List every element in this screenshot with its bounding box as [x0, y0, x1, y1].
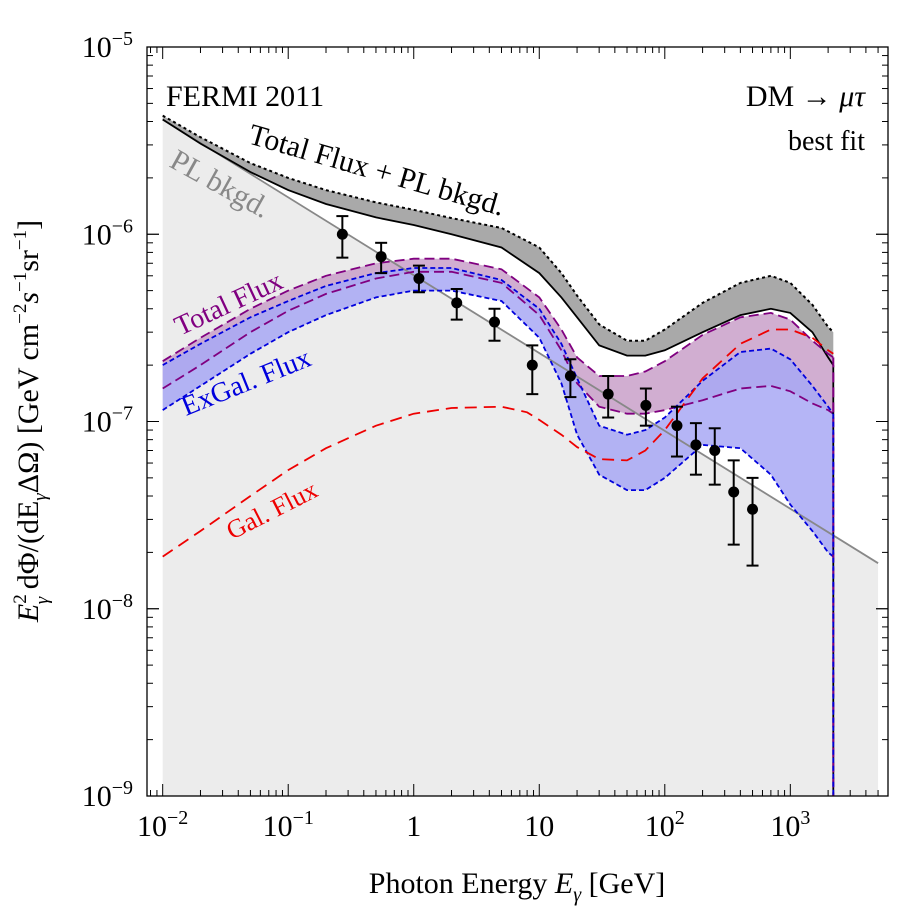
data-point — [728, 486, 740, 498]
exgal-flux-upper-line — [162, 267, 835, 436]
total-flux-band — [162, 258, 834, 414]
data-point — [640, 399, 652, 411]
y-tick-label: 10−5 — [82, 28, 133, 64]
total-flux-lower-line — [162, 270, 834, 415]
y-axis-title: E2γ dΦ/(dEγΔΩ) [GeV cm−2s−1sr−1] — [10, 220, 53, 623]
data-point — [602, 388, 614, 400]
data-point — [489, 316, 501, 328]
axis-ticks — [147, 46, 889, 797]
pl-bkg-line — [162, 118, 879, 564]
data-point — [709, 445, 721, 457]
channel-label: DM → μτ — [746, 80, 866, 113]
x-tick-label: 103 — [770, 807, 810, 843]
data-point — [451, 297, 463, 309]
exgal-flux-lower-line — [162, 289, 834, 558]
y-tick-label: 10−6 — [82, 215, 133, 251]
x-tick-label: 1 — [406, 810, 421, 843]
x-tick-label: 10−2 — [137, 807, 188, 843]
data-point — [375, 251, 387, 263]
y-tick-label: 10−9 — [82, 777, 133, 813]
axis-tick-labels: 10−2 10−1 1 10 102 103 10−5 10−6 10−7 10−8 10−9 — [82, 28, 811, 843]
total-flux-upper-line — [162, 257, 834, 377]
x-tick-label: 10 — [524, 810, 554, 843]
data-point — [671, 420, 683, 432]
exgal-flux-band — [162, 268, 834, 557]
svg-text:E2γ dΦ/(dEγΔΩ) [GeV cm−2s−1sr: E2γ dΦ/(dEγΔΩ) [GeV cm−2s−1sr−1] — [10, 220, 53, 623]
total-plus-bkg-band — [162, 115, 834, 366]
data-point — [564, 370, 576, 382]
x-tick-label: 102 — [645, 807, 685, 843]
data-point — [526, 359, 538, 371]
data-point — [690, 439, 702, 451]
fit-label: best fit — [788, 126, 865, 157]
total-plus-bkg-upper-line — [162, 114, 835, 342]
y-tick-label: 10−7 — [82, 403, 133, 439]
y-tick-label: 10−8 — [82, 590, 133, 626]
x-tick-label: 10−1 — [263, 807, 314, 843]
data-point — [413, 273, 425, 285]
dataset-label: FERMI 2011 — [166, 80, 324, 113]
plot-area — [162, 114, 879, 796]
data-point — [336, 228, 348, 240]
total-plus-bkg-lower-line — [162, 118, 835, 366]
data-point — [747, 503, 759, 515]
x-axis-title: Photon Energy Eγ [GeV] — [369, 867, 665, 906]
